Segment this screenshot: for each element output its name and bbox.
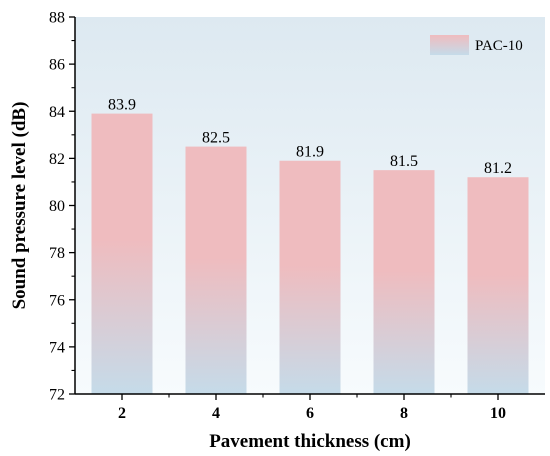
y-tick-label-86: 86 <box>49 57 65 74</box>
legend-swatch <box>430 35 469 55</box>
y-tick-label-84: 84 <box>49 104 65 121</box>
bar-10 <box>467 177 529 394</box>
axes-group: 72 74 76 78 80 82 84 86 88 2 4 6 8 10 <box>49 10 545 422</box>
x-tick-label-2: 2 <box>118 405 126 422</box>
y-tick-label-82: 82 <box>49 151 65 168</box>
bar-2 <box>91 113 153 394</box>
bar-6 <box>279 160 341 394</box>
legend: PAC-10 <box>430 35 523 55</box>
data-label-10: 81.2 <box>484 160 512 177</box>
legend-label: PAC-10 <box>475 38 523 54</box>
x-tick-label-10: 10 <box>490 405 506 422</box>
data-label-6: 81.9 <box>296 144 324 161</box>
y-tick-label-80: 80 <box>49 198 65 215</box>
y-tick-label-74: 74 <box>49 339 65 356</box>
x-tick-label-8: 8 <box>400 405 408 422</box>
x-tick-label-4: 4 <box>212 405 220 422</box>
bar-4 <box>185 146 247 394</box>
y-tick-label-78: 78 <box>49 245 65 262</box>
data-labels-group: 83.9 82.5 81.9 81.5 81.2 <box>108 97 512 178</box>
bar-8 <box>373 170 435 394</box>
y-tick-label-88: 88 <box>49 10 65 27</box>
data-label-4: 82.5 <box>202 130 230 147</box>
x-tick-label-6: 6 <box>306 405 314 422</box>
data-label-8: 81.5 <box>390 153 418 170</box>
y-axis-title: Sound pressure level (dB) <box>9 102 30 310</box>
data-label-2: 83.9 <box>108 97 136 114</box>
bars-group <box>91 113 529 394</box>
x-axis-title: Pavement thickness (cm) <box>209 431 411 452</box>
y-tick-label-72: 72 <box>49 387 65 404</box>
y-tick-label-76: 76 <box>49 292 65 309</box>
